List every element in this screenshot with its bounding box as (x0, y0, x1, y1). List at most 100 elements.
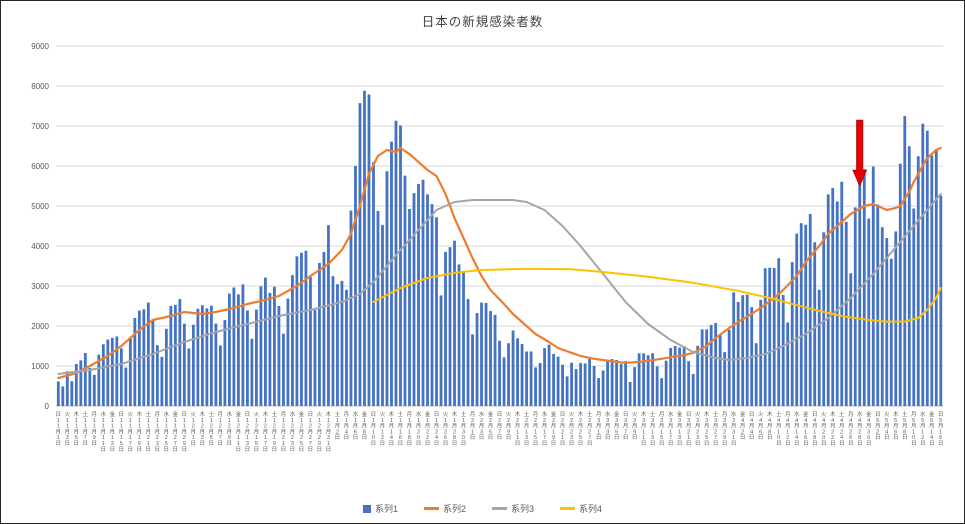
bar (376, 211, 380, 406)
bar (466, 299, 470, 406)
y-tick-label: 9000 (31, 42, 49, 51)
bar (822, 232, 826, 406)
bar (894, 231, 898, 406)
bar (349, 210, 353, 406)
bar (925, 130, 929, 406)
bar (664, 360, 668, 406)
bar (858, 174, 862, 406)
bar (516, 338, 519, 406)
bar (74, 364, 78, 406)
bar (250, 338, 254, 406)
bar (574, 369, 578, 406)
y-axis-labels: 0 1000 2000 3000 4000 5000 6000 7000 8000 9000 (31, 42, 49, 411)
bar (754, 343, 758, 406)
bar (462, 272, 465, 406)
line-series-4 (372, 267, 942, 323)
bar (660, 378, 664, 406)
bar (556, 356, 560, 406)
bar (169, 305, 173, 406)
bars-series-1 (56, 90, 943, 407)
bar (561, 364, 564, 406)
bar (538, 362, 542, 406)
bar (200, 305, 204, 406)
bar (682, 346, 686, 406)
bar (817, 289, 821, 406)
line-series-3 (57, 193, 942, 375)
bar (489, 311, 492, 406)
bar (840, 181, 844, 406)
bar (182, 323, 186, 406)
bar (97, 354, 101, 406)
bar (696, 345, 700, 406)
bar (372, 162, 375, 406)
bar (565, 376, 569, 406)
bar (119, 348, 123, 406)
bar (187, 348, 191, 406)
bar (340, 280, 344, 406)
bar (115, 336, 119, 406)
bar (619, 364, 623, 406)
bar (151, 319, 155, 406)
bar (642, 353, 646, 406)
bar (934, 149, 938, 406)
bar (426, 194, 429, 406)
bar (669, 347, 673, 406)
bar (255, 309, 258, 406)
legend-label-series3: 系列3 (511, 504, 535, 514)
bar (880, 227, 884, 406)
bar (939, 195, 943, 406)
bar (691, 374, 695, 406)
y-tick-label: 2000 (31, 322, 49, 331)
bar (286, 298, 290, 406)
bar (331, 276, 335, 406)
legend-label-series1: 系列1 (374, 504, 398, 514)
bar (786, 322, 790, 406)
bar (552, 353, 555, 406)
bar (381, 224, 384, 406)
bar (727, 329, 731, 406)
bar (399, 125, 402, 406)
bar (781, 295, 785, 406)
bar (916, 156, 920, 406)
legend-label-series4: 系列4 (579, 504, 603, 514)
bar (579, 362, 582, 406)
bar (718, 334, 722, 406)
bar (246, 310, 249, 406)
bar (804, 224, 808, 406)
bar (525, 351, 528, 406)
bar (264, 277, 267, 406)
bar (214, 323, 218, 406)
